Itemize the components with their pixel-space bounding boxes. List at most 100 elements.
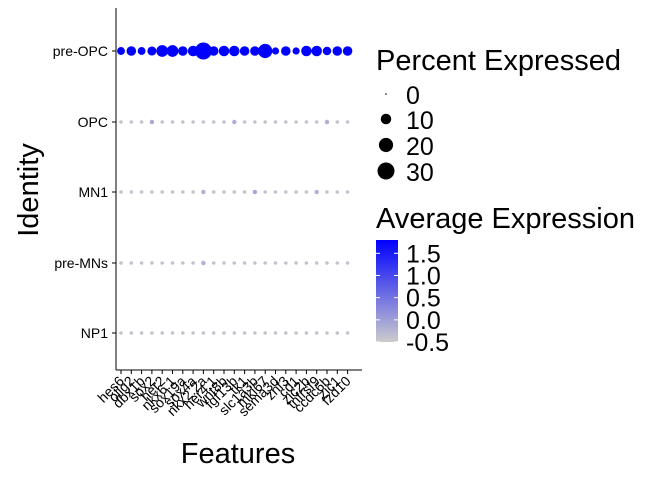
- dot: [284, 331, 288, 335]
- dot-marks: [117, 42, 353, 335]
- dot: [335, 261, 340, 265]
- dot: [335, 190, 340, 194]
- y-tick-label: MN1: [78, 184, 108, 200]
- x-axis-title: Features: [181, 438, 295, 470]
- dot: [325, 331, 329, 335]
- dot: [332, 46, 343, 56]
- dot: [345, 190, 350, 194]
- dot: [232, 119, 237, 125]
- dot: [181, 261, 185, 265]
- dot: [191, 261, 195, 265]
- dot: [139, 120, 144, 124]
- dot: [304, 120, 309, 124]
- dot: [294, 331, 298, 335]
- dot: [126, 46, 137, 56]
- dot: [129, 190, 134, 194]
- dot: [294, 120, 298, 124]
- dot: [191, 190, 195, 194]
- dot: [178, 46, 188, 56]
- dot: [201, 331, 206, 335]
- dot: [201, 260, 206, 266]
- dot: [119, 190, 123, 194]
- dot: [258, 43, 273, 59]
- dot: [211, 120, 216, 124]
- dot: [232, 331, 237, 335]
- dot: [181, 120, 185, 124]
- dot: [119, 261, 123, 265]
- dot: [156, 45, 169, 57]
- dot: [322, 46, 332, 56]
- dot: [211, 261, 216, 265]
- size-legend-dot: [378, 137, 394, 153]
- y-tick-label: OPC: [78, 114, 108, 130]
- dot: [239, 46, 250, 56]
- dot: [271, 47, 280, 55]
- dot: [345, 261, 350, 265]
- dot: [273, 261, 278, 265]
- size-legend-dot: [377, 162, 395, 180]
- dot: [181, 331, 185, 335]
- dot: [314, 331, 319, 335]
- dot: [150, 190, 154, 194]
- dot: [301, 45, 312, 57]
- color-legend-items: 1.51.00.50.0-0.5: [376, 240, 449, 357]
- dot: [211, 190, 216, 194]
- dot: [129, 331, 134, 335]
- dot: [314, 261, 319, 265]
- size-legend-label: 30: [406, 159, 434, 187]
- dot: [335, 331, 340, 335]
- size-legend-dot: [385, 93, 387, 95]
- dot: [304, 261, 309, 265]
- dot: [150, 261, 154, 265]
- size-legend-label: 20: [406, 133, 434, 161]
- color-legend-bar: [376, 240, 398, 342]
- dot: [222, 261, 226, 265]
- dot: [263, 190, 267, 194]
- dot: [242, 331, 247, 335]
- y-axis-ticks: pre-OPC OPC MN1 pre-MNs NP1: [53, 43, 116, 341]
- y-tick-label: pre-MNs: [54, 255, 108, 271]
- color-legend-title: Average Expression: [376, 203, 635, 235]
- dot: [129, 120, 134, 124]
- dot: [208, 46, 219, 56]
- dot: [253, 261, 257, 265]
- size-legend-title: Percent Expressed: [376, 45, 621, 77]
- dot: [222, 120, 226, 124]
- dot: [147, 46, 157, 56]
- color-legend-label: 0.0: [406, 307, 441, 335]
- dot: [139, 261, 144, 265]
- dot: [232, 261, 237, 265]
- y-axis-title: Identity: [13, 143, 45, 237]
- dot: [325, 261, 329, 265]
- dot: [304, 331, 309, 335]
- dot: [170, 261, 175, 265]
- dot: [294, 190, 298, 194]
- color-legend-label: 1.0: [406, 262, 441, 290]
- dot: [160, 261, 164, 265]
- dot: [201, 120, 206, 124]
- dot: [273, 331, 278, 335]
- dot: [294, 261, 298, 265]
- dot: [253, 120, 257, 124]
- dot: [250, 46, 260, 56]
- y-tick-label: pre-OPC: [53, 43, 108, 59]
- dot: [345, 331, 350, 335]
- dot: [170, 331, 175, 335]
- dot: [342, 46, 353, 56]
- dot: [324, 119, 330, 125]
- dot: [304, 190, 309, 194]
- dot: [160, 190, 164, 194]
- dot: [191, 331, 195, 335]
- dot: [139, 331, 144, 335]
- dot: [119, 120, 123, 124]
- color-legend: Average Expression 1.51.00.50.0-0.5: [376, 203, 635, 357]
- dot: [229, 45, 240, 57]
- size-legend-label: 0: [406, 82, 420, 110]
- size-legend-dot: [380, 113, 392, 125]
- dot: [252, 189, 258, 195]
- dot: [284, 261, 288, 265]
- dot: [119, 331, 123, 335]
- dot: [201, 189, 206, 195]
